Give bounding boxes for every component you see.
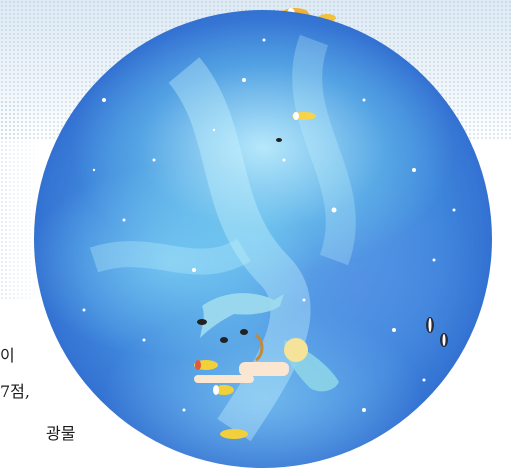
dolphin-icon xyxy=(200,293,284,338)
background-pattern-left xyxy=(0,100,40,300)
text-fragment-1: 이 xyxy=(0,346,15,365)
fish-icon xyxy=(194,112,448,439)
text-fragment-3: 광물 xyxy=(46,424,76,443)
text-fragment-2: 7점, xyxy=(0,382,30,401)
figure-icon xyxy=(194,333,339,392)
ocean-illustration-disc xyxy=(34,10,492,468)
